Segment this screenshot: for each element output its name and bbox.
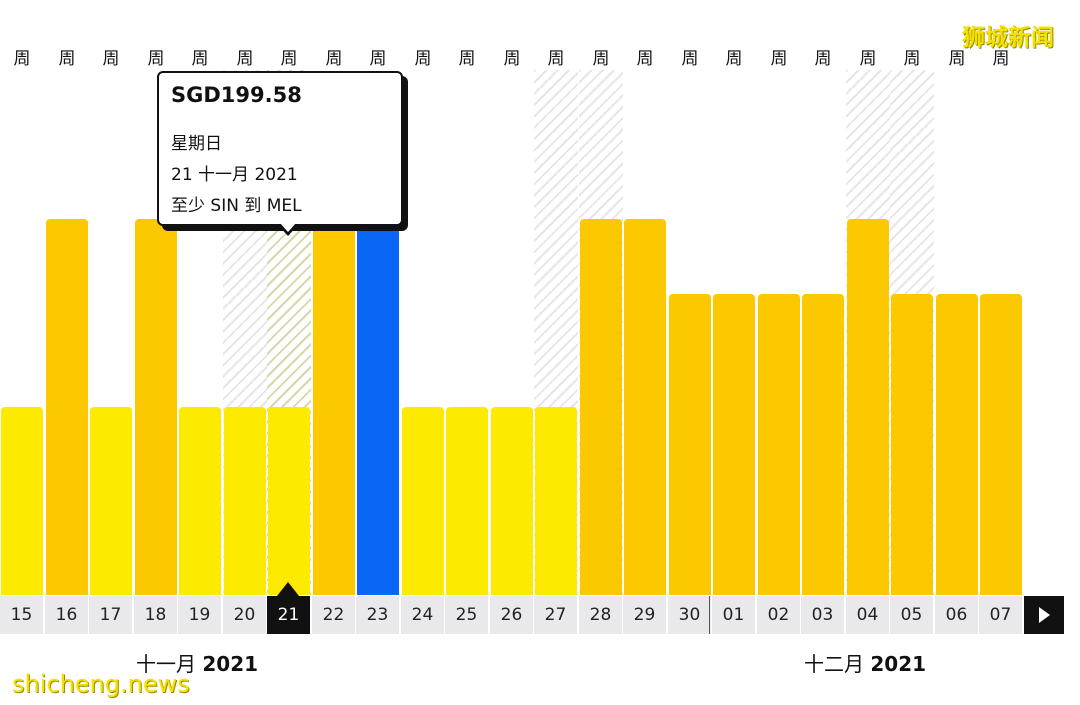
date-tick-07[interactable]: 07 <box>979 596 1022 634</box>
next-dates-button[interactable] <box>1024 596 1064 634</box>
chevron-right-icon <box>1038 607 1050 623</box>
week-label: 周 <box>369 49 387 69</box>
fare-bar-19[interactable] <box>179 407 221 595</box>
fare-bar-29[interactable] <box>624 219 666 595</box>
date-tick-21[interactable]: 21 <box>267 596 310 634</box>
fare-bar-04[interactable] <box>847 219 889 595</box>
date-tick-16[interactable]: 16 <box>45 596 88 634</box>
date-tick-26[interactable]: 26 <box>490 596 533 634</box>
week-label: 周 <box>13 49 31 69</box>
week-label: 周 <box>102 49 120 69</box>
date-tick-29[interactable]: 29 <box>623 596 666 634</box>
fare-bar-06[interactable] <box>936 294 978 595</box>
date-tick-18[interactable]: 18 <box>134 596 177 634</box>
week-label: 周 <box>280 49 298 69</box>
fare-bar-07[interactable] <box>980 294 1022 595</box>
date-tick-04[interactable]: 04 <box>846 596 889 634</box>
fare-bar-25[interactable] <box>446 407 488 595</box>
date-tick-24[interactable]: 24 <box>401 596 444 634</box>
date-tick-15[interactable]: 15 <box>0 596 43 634</box>
week-label: 周 <box>458 49 476 69</box>
fare-bar-23[interactable] <box>357 219 399 595</box>
fare-bar-28[interactable] <box>580 219 622 595</box>
fare-tooltip: SGD199.58 星期日 21 十一月 2021 至少 SIN 到 MEL <box>157 71 403 226</box>
tooltip-arrow-inner <box>280 223 296 232</box>
date-tick-23[interactable]: 23 <box>356 596 399 634</box>
tooltip-date: 21 十一月 2021 <box>171 165 298 185</box>
watermark-bottom: shicheng.news <box>12 670 190 698</box>
fare-bar-05[interactable] <box>891 294 933 595</box>
tooltip-price: SGD199.58 <box>171 83 302 107</box>
week-label: 周 <box>814 49 832 69</box>
fare-bar-02[interactable] <box>758 294 800 595</box>
date-tick-27[interactable]: 27 <box>534 596 577 634</box>
week-label: 周 <box>992 49 1010 69</box>
date-tick-03[interactable]: 03 <box>801 596 844 634</box>
date-tick-17[interactable]: 17 <box>89 596 132 634</box>
week-label: 周 <box>592 49 610 69</box>
fare-bar-26[interactable] <box>491 407 533 595</box>
fare-bar-30[interactable] <box>669 294 711 595</box>
fare-bar-18[interactable] <box>135 219 177 595</box>
week-label: 周 <box>147 49 165 69</box>
fare-bar-17[interactable] <box>90 407 132 595</box>
date-tick-30[interactable]: 30 <box>668 596 711 634</box>
fare-bar-21[interactable] <box>268 407 310 595</box>
fare-bar-15[interactable] <box>1 407 43 595</box>
week-label: 周 <box>236 49 254 69</box>
selected-date-pointer <box>277 582 299 596</box>
date-tick-28[interactable]: 28 <box>579 596 622 634</box>
week-label: 周 <box>725 49 743 69</box>
date-tick-05[interactable]: 05 <box>890 596 933 634</box>
week-label: 周 <box>58 49 76 69</box>
tooltip-weekday: 星期日 <box>171 134 222 154</box>
month-label-december: 十二月 2021 <box>804 652 927 676</box>
watermark-top: 狮城新闻 <box>962 25 1054 51</box>
fare-bar-22[interactable] <box>313 219 355 595</box>
week-label: 周 <box>903 49 921 69</box>
week-label: 周 <box>859 49 877 69</box>
date-tick-25[interactable]: 25 <box>445 596 488 634</box>
fare-bar-03[interactable] <box>802 294 844 595</box>
week-label: 周 <box>325 49 343 69</box>
month-label-november: 十一月 2021 <box>136 652 259 676</box>
week-label: 周 <box>636 49 654 69</box>
fare-bar-27[interactable] <box>535 407 577 595</box>
fare-bar-01[interactable] <box>713 294 755 595</box>
date-tick-01[interactable]: 01 <box>712 596 755 634</box>
week-label: 周 <box>948 49 966 69</box>
week-label: 周 <box>681 49 699 69</box>
date-tick-20[interactable]: 20 <box>223 596 266 634</box>
fare-bar-16[interactable] <box>46 219 88 595</box>
fare-bar-24[interactable] <box>402 407 444 595</box>
date-tick-19[interactable]: 19 <box>178 596 221 634</box>
fare-bar-20[interactable] <box>224 407 266 595</box>
month-divider <box>709 596 710 634</box>
week-label: 周 <box>770 49 788 69</box>
week-label: 周 <box>414 49 432 69</box>
tooltip-route: 至少 SIN 到 MEL <box>171 196 302 216</box>
week-label: 周 <box>547 49 565 69</box>
date-tick-02[interactable]: 02 <box>757 596 800 634</box>
week-label: 周 <box>191 49 209 69</box>
date-tick-22[interactable]: 22 <box>312 596 355 634</box>
date-tick-06[interactable]: 06 <box>935 596 978 634</box>
week-label: 周 <box>503 49 521 69</box>
